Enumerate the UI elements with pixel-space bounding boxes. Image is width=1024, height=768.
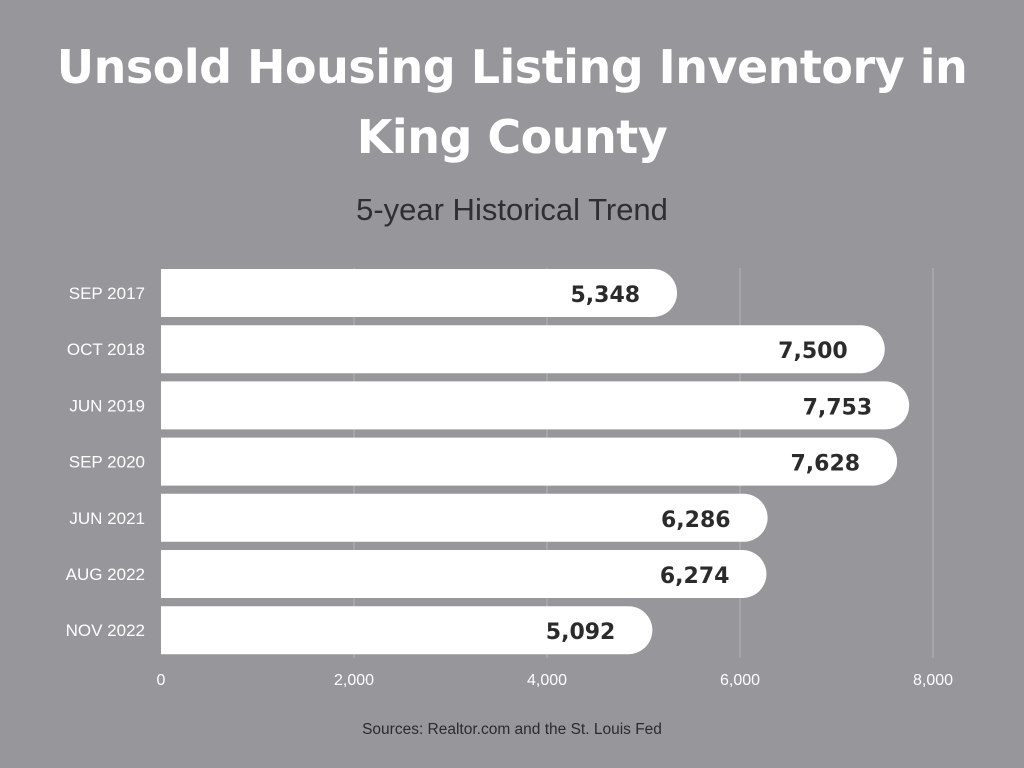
category-label: JUN 2019 xyxy=(69,396,145,415)
category-label: JUN 2021 xyxy=(69,509,145,528)
x-tick-label: 6,000 xyxy=(720,672,760,689)
value-label: 7,753 xyxy=(803,395,873,420)
category-label: SEP 2017 xyxy=(69,284,145,303)
category-label: AUG 2022 xyxy=(66,565,145,584)
value-label: 7,500 xyxy=(778,339,848,364)
bar xyxy=(161,550,767,598)
chart-subtitle: 5-year Historical Trend xyxy=(356,192,668,227)
value-label: 6,286 xyxy=(661,508,731,533)
category-label: SEP 2020 xyxy=(69,453,145,472)
category-label: OCT 2018 xyxy=(67,340,145,359)
value-label: 7,628 xyxy=(791,452,861,477)
value-label: 6,274 xyxy=(660,564,730,589)
x-tick-label: 8,000 xyxy=(913,672,953,689)
x-tick-label: 2,000 xyxy=(334,672,374,689)
value-label: 5,348 xyxy=(570,283,640,308)
bar xyxy=(161,493,768,542)
x-tick-label: 4,000 xyxy=(527,672,567,689)
bar xyxy=(161,381,910,430)
chart-title: Unsold Housing Listing Inventory in King… xyxy=(56,40,968,164)
bar xyxy=(161,325,885,374)
bar xyxy=(161,437,898,486)
category-label: NOV 2022 xyxy=(66,621,145,640)
x-tick-label: 0 xyxy=(157,672,166,689)
source-note: Sources: Realtor.com and the St. Louis F… xyxy=(362,721,662,738)
bar xyxy=(161,606,653,655)
value-label: 5,092 xyxy=(546,620,616,645)
bar xyxy=(161,269,678,317)
